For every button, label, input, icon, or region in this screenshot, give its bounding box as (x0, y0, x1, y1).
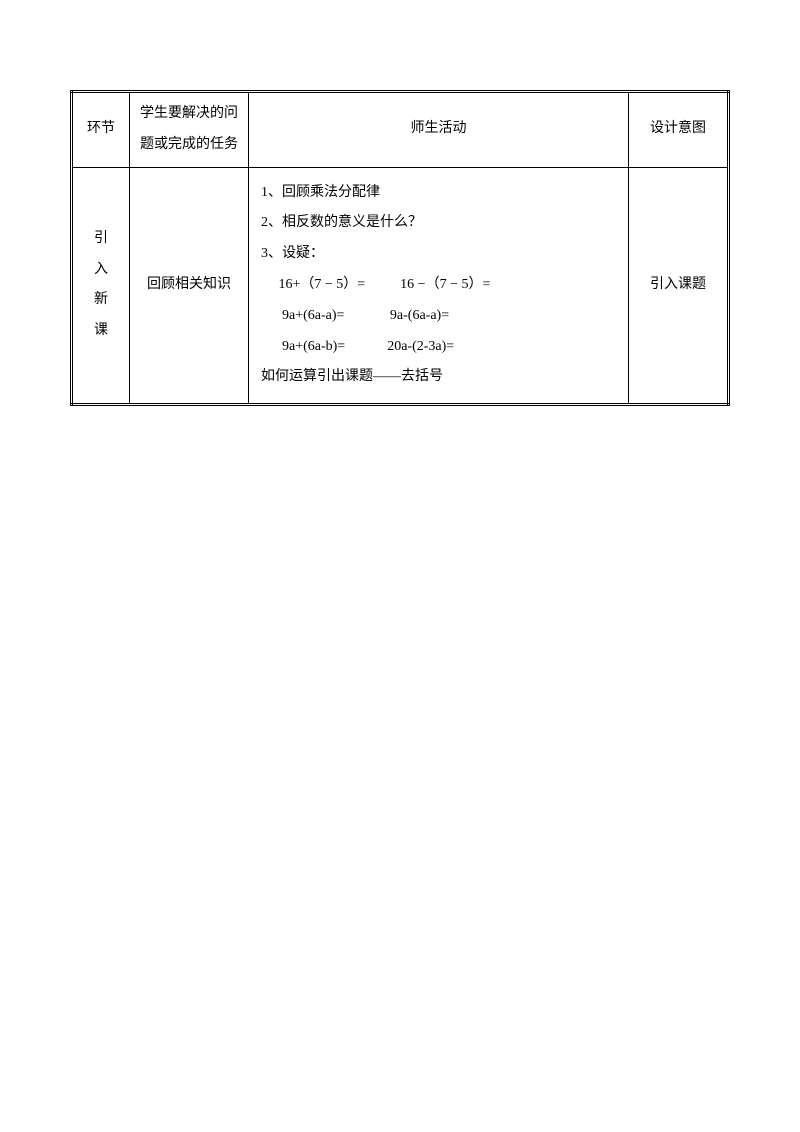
cell-task: 回顾相关知识 (130, 167, 249, 405)
activity-line: 9a+(6a-b)= 20a-(2-3a)= (261, 339, 454, 354)
activity-line: 9a+(6a-a)= 9a-(6a-a)= (261, 308, 449, 323)
stage-char: 课 (75, 316, 127, 347)
activity-line: 1、回顾乘法分配律 (261, 185, 380, 200)
page-container: 环节 学生要解决的问题或完成的任务 师生活动 设计意图 引 入 新 课 回顾相关… (0, 0, 800, 406)
lesson-design-table: 环节 学生要解决的问题或完成的任务 师生活动 设计意图 引 入 新 课 回顾相关… (70, 90, 730, 406)
activity-line: 如何运算引出课题——去括号 (261, 369, 443, 384)
activity-line: 16+（7 − 5）= 16 −（7 − 5）= (261, 277, 490, 292)
stage-char: 新 (75, 285, 127, 316)
cell-intent: 引入课题 (629, 167, 729, 405)
header-intent: 设计意图 (629, 92, 729, 168)
activity-line: 2、相反数的意义是什么？ (261, 215, 422, 230)
header-stage: 环节 (72, 92, 130, 168)
header-activity: 师生活动 (249, 92, 629, 168)
activity-line: 3、设疑： (261, 246, 324, 261)
table-row: 引 入 新 课 回顾相关知识 1、回顾乘法分配律 2、相反数的意义是什么？ 3、… (72, 167, 729, 405)
header-task: 学生要解决的问题或完成的任务 (130, 92, 249, 168)
cell-activity: 1、回顾乘法分配律 2、相反数的意义是什么？ 3、设疑： 16+（7 − 5）=… (249, 167, 629, 405)
cell-stage: 引 入 新 课 (72, 167, 130, 405)
stage-char: 入 (75, 255, 127, 286)
table-header-row: 环节 学生要解决的问题或完成的任务 师生活动 设计意图 (72, 92, 729, 168)
stage-char: 引 (75, 224, 127, 255)
